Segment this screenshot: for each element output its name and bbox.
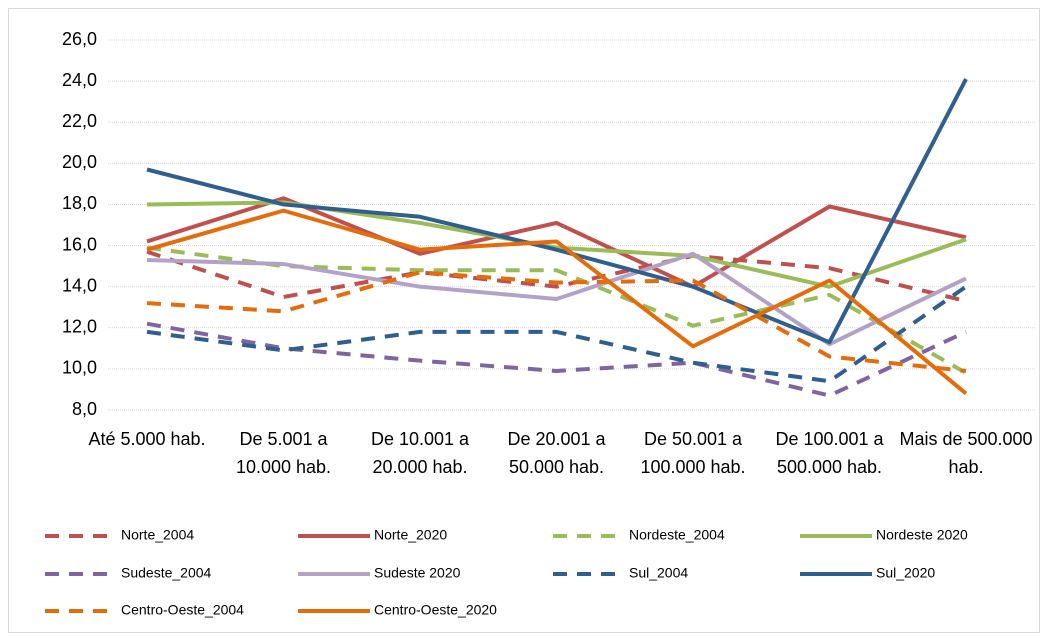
y-tick-label: 26,0 (62, 29, 97, 49)
legend-label: Norte_2020 (374, 527, 447, 543)
legend-label: Sudeste 2020 (374, 565, 461, 581)
chart-border (8, 8, 1040, 633)
y-tick-label: 14,0 (62, 275, 97, 295)
legend-label: Centro-Oeste_2020 (374, 602, 497, 618)
legend-label: Sudeste_2004 (121, 565, 212, 581)
legend-label: Norte_2004 (121, 527, 194, 543)
legend-label: Nordeste_2004 (629, 527, 725, 543)
x-tick-label: De 5.001 a 10.000 hab. (235, 429, 332, 477)
legend-label: Centro-Oeste_2004 (121, 602, 244, 618)
x-tick-label: De 10.001 a 20.000 hab. (370, 429, 470, 477)
x-tick-label: Mais de 500.000 hab. (899, 429, 1033, 477)
y-tick-label: 24,0 (62, 70, 97, 90)
series-line (146, 245, 967, 375)
series-line (146, 249, 967, 304)
y-tick-label: 12,0 (62, 317, 97, 337)
y-tick-label: 16,0 (62, 234, 97, 254)
y-tick-label: 20,0 (62, 152, 97, 172)
legend-label: Sul_2020 (876, 565, 935, 581)
x-tick-label: Até 5.000 hab. (88, 429, 206, 449)
series-line (146, 78, 968, 345)
series-line (146, 196, 967, 289)
y-tick-label: 10,0 (62, 358, 97, 378)
x-tick-label: De 100.001 a 500.000 hab. (775, 429, 884, 477)
legend-label: Sul_2004 (629, 565, 688, 581)
y-tick-label: 8,0 (72, 399, 97, 419)
x-tick-label: De 20.001 a 50.000 hab. (507, 429, 606, 477)
series-line (146, 285, 968, 384)
series-line (146, 208, 968, 396)
y-tick-label: 18,0 (62, 193, 97, 213)
series-line (146, 251, 967, 347)
x-tick-label: De 50.001 a 100.000 hab. (640, 429, 746, 477)
y-tick-label: 22,0 (62, 111, 97, 131)
series-line (146, 321, 967, 398)
legend-label: Nordeste 2020 (876, 527, 968, 543)
series-line (146, 270, 967, 373)
